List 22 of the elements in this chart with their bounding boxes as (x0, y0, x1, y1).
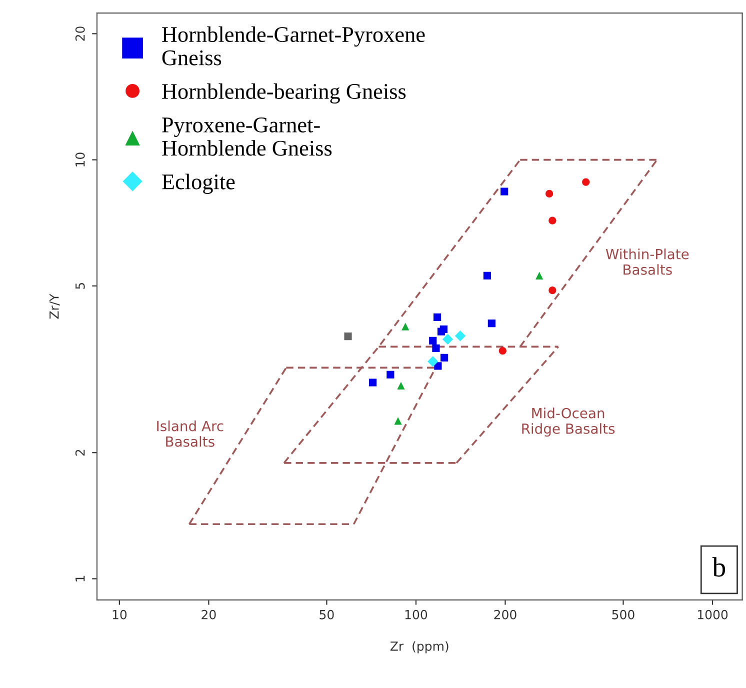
x-tick-label: 1000 (698, 610, 728, 620)
x-tick-label: 10 (112, 610, 127, 620)
y-tick-label: 2 (75, 450, 85, 456)
y-tick-label: 1 (76, 576, 85, 582)
x-tick-label: 100 (405, 610, 428, 620)
y-tick-label: 20 (75, 26, 85, 41)
x-tick-label: 500 (612, 610, 634, 620)
y-axis-title: Zr/Y (50, 294, 60, 319)
legend-label: Pyroxene-Garnet- Hornblende Gneiss (162, 118, 332, 156)
x-tick-label: 50 (320, 610, 334, 620)
y-tick-label: 5 (76, 283, 85, 289)
annotation: Island Arc Basalts (157, 420, 224, 447)
annotation: Mid-Ocean Ridge Basalts (522, 408, 615, 437)
legend-label: Hornblende-Garnet-Pyroxene Gneiss (162, 26, 425, 66)
annotation: Within-Plate Basalts (606, 248, 689, 275)
legend-label: Hornblende-bearing Gneiss (162, 83, 406, 104)
x-tick-label: 200 (494, 610, 516, 620)
legend-label: Eclogite (162, 174, 235, 194)
x-tick-label: 20 (202, 610, 216, 620)
x-axis-title: Zr (ppm) (390, 641, 448, 654)
y-tick-label: 10 (75, 152, 85, 166)
annotation: b (712, 557, 726, 577)
